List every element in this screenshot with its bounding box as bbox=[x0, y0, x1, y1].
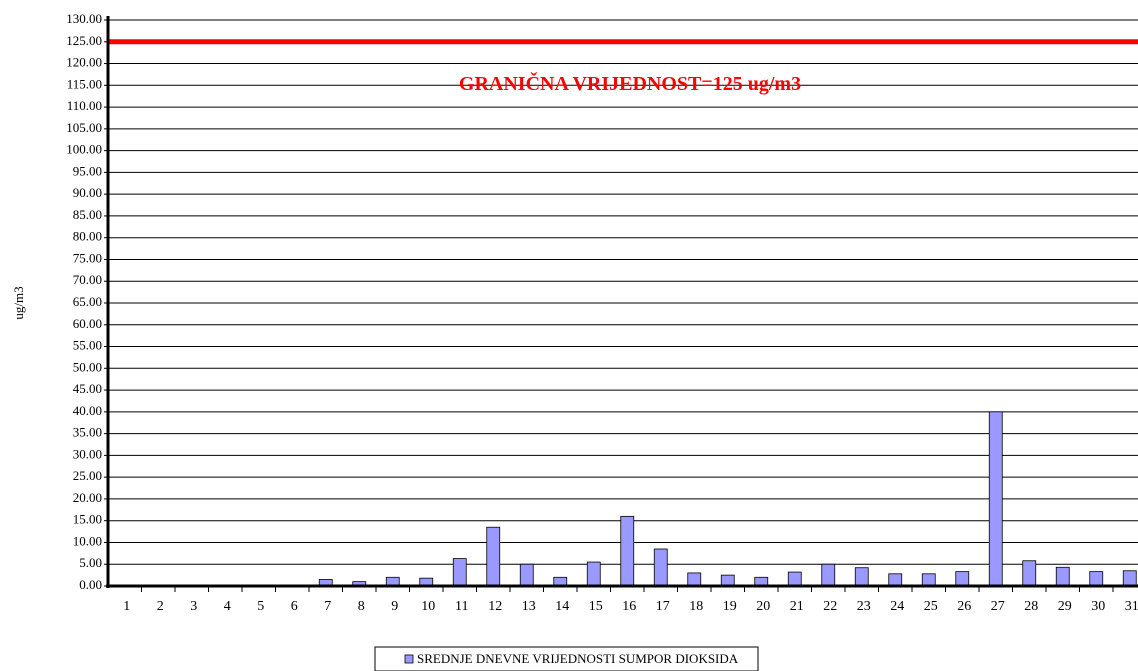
legend-box bbox=[374, 646, 759, 671]
bar bbox=[888, 573, 903, 587]
x-tick-label: 7 bbox=[324, 599, 331, 614]
y-tick-label: 100.00 bbox=[66, 142, 102, 157]
y-tick-label: 75.00 bbox=[73, 250, 102, 265]
bar bbox=[452, 558, 467, 587]
y-tick-label: 60.00 bbox=[73, 316, 102, 331]
y-tick-label: 65.00 bbox=[73, 294, 102, 309]
x-tick-label: 26 bbox=[957, 599, 971, 614]
y-tick-label: 25.00 bbox=[73, 468, 102, 483]
y-tick-label: 5.00 bbox=[79, 555, 102, 570]
x-tick-label: 21 bbox=[790, 599, 804, 614]
bar bbox=[1022, 560, 1037, 587]
y-tick-label: 10.00 bbox=[73, 533, 102, 548]
x-tick-label: 9 bbox=[391, 599, 398, 614]
x-tick-label: 20 bbox=[756, 599, 770, 614]
bar bbox=[1122, 570, 1137, 587]
y-tick-label: 110.00 bbox=[67, 98, 102, 113]
x-tick-label: 14 bbox=[555, 599, 569, 614]
bar bbox=[620, 515, 635, 587]
y-tick-label: 70.00 bbox=[73, 272, 102, 287]
bar bbox=[921, 573, 936, 587]
x-tick-label: 6 bbox=[291, 599, 298, 614]
x-tick-label: 29 bbox=[1058, 599, 1072, 614]
x-tick-label: 16 bbox=[622, 599, 636, 614]
x-tick-label: 17 bbox=[656, 599, 670, 614]
bar bbox=[955, 571, 970, 587]
bar bbox=[586, 561, 601, 587]
x-tick-label: 30 bbox=[1091, 599, 1105, 614]
x-tick-label: 3 bbox=[190, 599, 197, 614]
x-tick-label: 24 bbox=[890, 599, 904, 614]
y-tick-label: 95.00 bbox=[73, 163, 102, 178]
bar bbox=[519, 563, 534, 587]
y-tick-label: 35.00 bbox=[73, 425, 102, 440]
bar bbox=[854, 567, 869, 587]
x-tick-label: 15 bbox=[589, 599, 603, 614]
x-tick-label: 13 bbox=[522, 599, 536, 614]
bar bbox=[687, 572, 702, 587]
y-tick-label: 125.00 bbox=[66, 33, 102, 48]
x-tick-label: 12 bbox=[488, 599, 502, 614]
y-tick-label: 0.00 bbox=[79, 577, 102, 592]
y-tick-label: 105.00 bbox=[66, 120, 102, 135]
x-tick-label: 27 bbox=[991, 599, 1005, 614]
x-tick-label: 22 bbox=[823, 599, 837, 614]
x-tick-label: 28 bbox=[1024, 599, 1038, 614]
x-tick-label: 23 bbox=[857, 599, 871, 614]
x-tick-label: 1 bbox=[123, 599, 130, 614]
x-tick-label: 18 bbox=[689, 599, 703, 614]
x-tick-label: 5 bbox=[257, 599, 264, 614]
y-tick-label: 45.00 bbox=[73, 381, 102, 396]
y-tick-label: 85.00 bbox=[73, 207, 102, 222]
x-tick-label: 11 bbox=[455, 599, 468, 614]
y-tick-label: 50.00 bbox=[73, 359, 102, 374]
bar bbox=[821, 563, 836, 587]
x-tick-label: 2 bbox=[157, 599, 164, 614]
bar bbox=[1055, 566, 1070, 587]
x-tick-label: 8 bbox=[358, 599, 365, 614]
x-tick-label: 19 bbox=[723, 599, 737, 614]
legend-label: SREDNJE DNEVNE VRIJEDNOSTI SUMPOR DIOKSI… bbox=[417, 651, 739, 666]
y-tick-label: 40.00 bbox=[73, 403, 102, 418]
reference-label: GRANIČNA VRIJEDNOST=125 ug/m3 bbox=[459, 71, 801, 95]
y-tick-label: 15.00 bbox=[73, 512, 102, 527]
x-tick-label: 10 bbox=[421, 599, 435, 614]
x-tick-label: 25 bbox=[924, 599, 938, 614]
y-tick-label: 130.00 bbox=[66, 11, 102, 26]
bar bbox=[1089, 571, 1104, 587]
bar bbox=[653, 548, 668, 587]
y-tick-label: 120.00 bbox=[66, 55, 102, 70]
legend-swatch bbox=[404, 654, 414, 664]
y-tick-label: 80.00 bbox=[73, 229, 102, 244]
y-tick-label: 115.00 bbox=[67, 76, 102, 91]
y-tick-label: 30.00 bbox=[73, 446, 102, 461]
x-tick-label: 4 bbox=[224, 599, 231, 614]
bar bbox=[720, 574, 735, 587]
y-tick-label: 55.00 bbox=[73, 338, 102, 353]
y-axis-label: ug/m3 bbox=[11, 286, 26, 319]
x-tick-label: 31 bbox=[1125, 599, 1138, 614]
bar bbox=[988, 411, 1003, 587]
y-tick-label: 20.00 bbox=[73, 490, 102, 505]
bar bbox=[787, 571, 802, 587]
y-tick-label: 90.00 bbox=[73, 185, 102, 200]
bar bbox=[486, 526, 501, 587]
